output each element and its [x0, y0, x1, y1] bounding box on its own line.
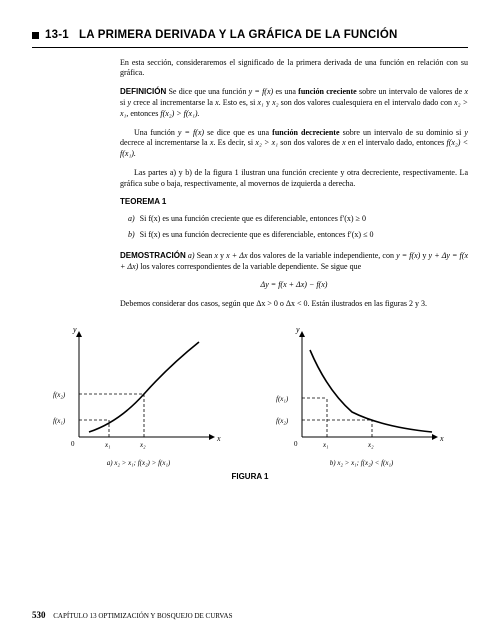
figure-b-svg: x y 0 x₁ x₂ f(x₁) f(x₂)	[272, 322, 452, 452]
display-equation: Δy = f(x + Δx) − f(x)	[120, 280, 468, 291]
svg-text:x₂: x₂	[367, 441, 374, 449]
svg-text:f(x₁): f(x₁)	[53, 417, 66, 425]
figure-a-svg: x y 0 x₁ x₂ f(x₁) f(x₂)	[49, 322, 229, 452]
svg-text:x₂: x₂	[139, 441, 146, 449]
section-header: 13-1 LA PRIMERA DERIVADA Y LA GRÁFICA DE…	[32, 28, 468, 48]
definition-para-1: DEFINICIÓN Se dice que una función y = f…	[120, 87, 468, 119]
figure-panel-b: x y 0 x₁ x₂ f(x₁) f(x₂) b) x₂ > x₁; f(x₂…	[262, 322, 462, 468]
section-title: 13-1 LA PRIMERA DERIVADA Y LA GRÁFICA DE…	[45, 28, 397, 44]
svg-text:y: y	[72, 325, 77, 334]
svg-text:0: 0	[71, 440, 75, 448]
svg-text:f(x₂): f(x₂)	[276, 417, 289, 425]
theorem-item-a: a) Si f(x) es una función creciente que …	[128, 214, 468, 225]
figure-a-caption: a) x₂ > x₁; f(x₂) > f(x₁)	[39, 459, 239, 468]
section-title-text: LA PRIMERA DERIVADA Y LA GRÁFICA DE LA F…	[79, 29, 397, 41]
svg-text:x: x	[216, 434, 221, 443]
figure-b-caption: b) x₂ > x₁; f(x₂) < f(x₁)	[262, 459, 462, 468]
figure-row: x y 0 x₁ x₂ f(x₁) f(x₂) a) x₂ > x₁; f(x₂…	[32, 322, 468, 468]
figure-label: FIGURA 1	[32, 472, 468, 483]
svg-text:f(x₁): f(x₁)	[276, 395, 289, 403]
svg-text:x₁: x₁	[322, 441, 329, 449]
svg-text:y: y	[295, 325, 300, 334]
intro-paragraph: En esta sección, consideraremos el signi…	[120, 58, 468, 80]
definition-head: DEFINICIÓN	[120, 87, 166, 96]
theorem-item-b: b) Si f(x) es una función decreciente qu…	[128, 230, 468, 241]
figure-panel-a: x y 0 x₁ x₂ f(x₁) f(x₂) a) x₂ > x₁; f(x₂…	[39, 322, 239, 468]
proof-para: DEMOSTRACIÓN a) Sean x y x + Δx dos valo…	[120, 251, 468, 273]
definition-para-3: Las partes a) y b) de la figura 1 ilustr…	[120, 168, 468, 190]
square-bullet-icon	[32, 32, 39, 39]
proof-after: Debemos considerar dos casos, según que …	[120, 299, 468, 310]
page-footer: 530 CAPÍTULO 13 OPTIMIZACIÓN Y BOSQUEJO …	[32, 609, 233, 621]
section-number: 13-1	[45, 29, 69, 41]
svg-text:0: 0	[294, 440, 298, 448]
proof-head: DEMOSTRACIÓN	[120, 251, 186, 260]
svg-text:x₁: x₁	[104, 441, 111, 449]
definition-para-2: Una función y = f(x) se dice que es una …	[120, 128, 468, 160]
page-number: 530	[32, 610, 46, 620]
chapter-footer: CAPÍTULO 13 OPTIMIZACIÓN Y BOSQUEJO DE C…	[53, 612, 232, 620]
theorem-head: TEOREMA 1	[120, 197, 468, 208]
svg-text:f(x₂): f(x₂)	[53, 391, 66, 399]
svg-text:x: x	[439, 434, 444, 443]
body-column: En esta sección, consideraremos el signi…	[120, 58, 468, 311]
